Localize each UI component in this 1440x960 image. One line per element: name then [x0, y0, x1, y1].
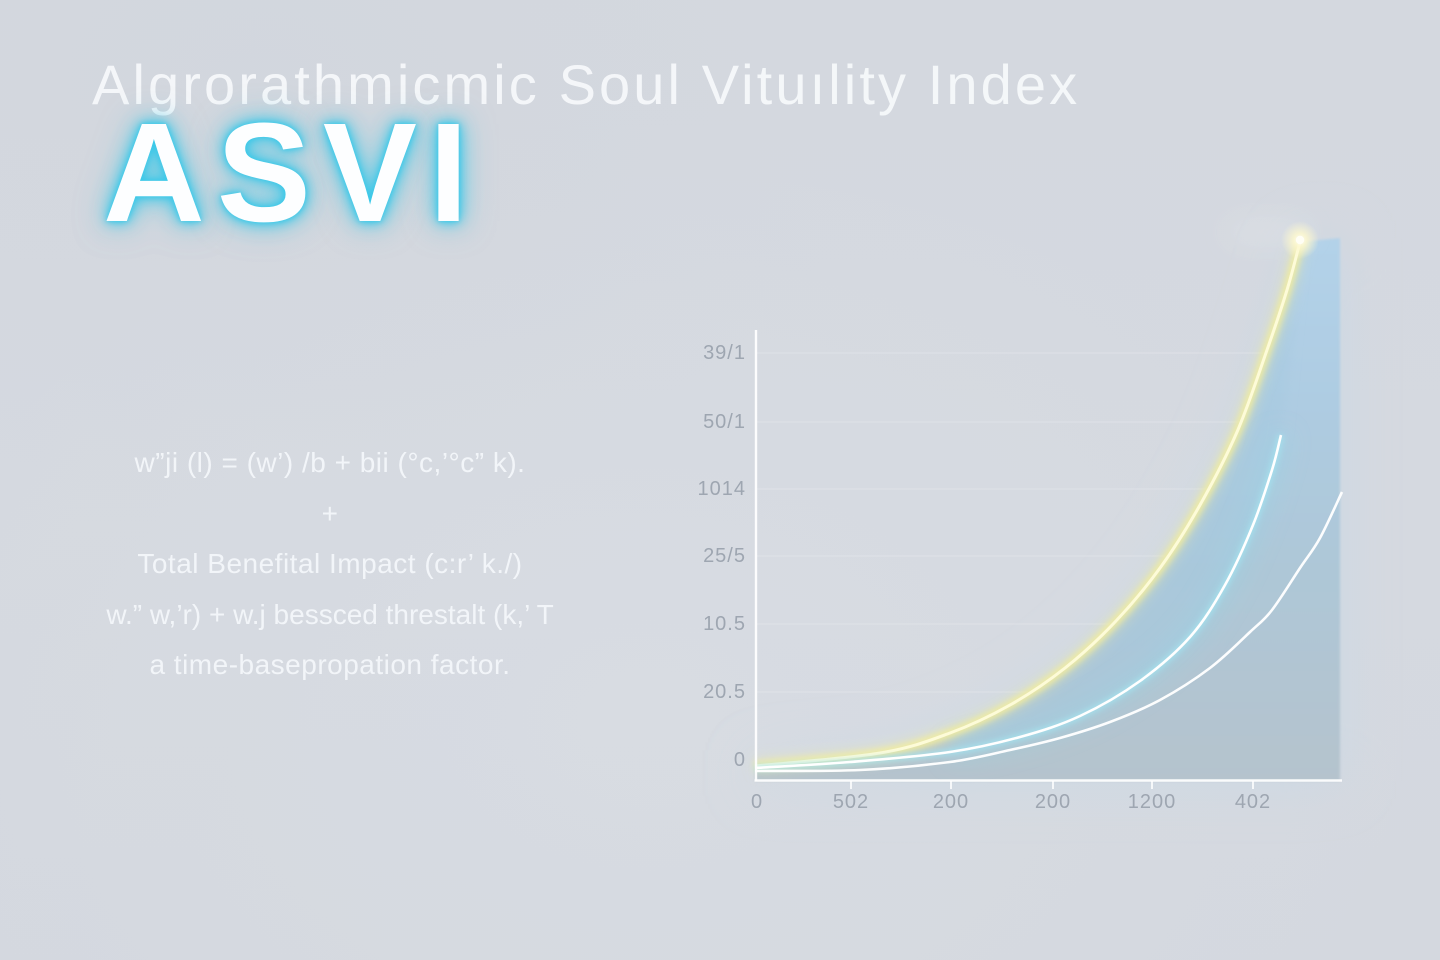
svg-text:0: 0 — [751, 791, 763, 813]
svg-text:39/1: 39/1 — [703, 342, 746, 364]
svg-text:20.5: 20.5 — [703, 681, 746, 703]
svg-text:0: 0 — [734, 749, 746, 771]
svg-text:50/1: 50/1 — [703, 411, 746, 433]
svg-text:402: 402 — [1235, 791, 1271, 813]
svg-text:200: 200 — [1035, 791, 1071, 813]
svg-text:25/5: 25/5 — [703, 545, 746, 567]
svg-text:10.5: 10.5 — [703, 613, 746, 635]
svg-text:200: 200 — [933, 791, 969, 813]
svg-text:1014: 1014 — [698, 478, 747, 500]
svg-text:502: 502 — [833, 791, 869, 813]
svg-text:1200: 1200 — [1128, 791, 1177, 813]
